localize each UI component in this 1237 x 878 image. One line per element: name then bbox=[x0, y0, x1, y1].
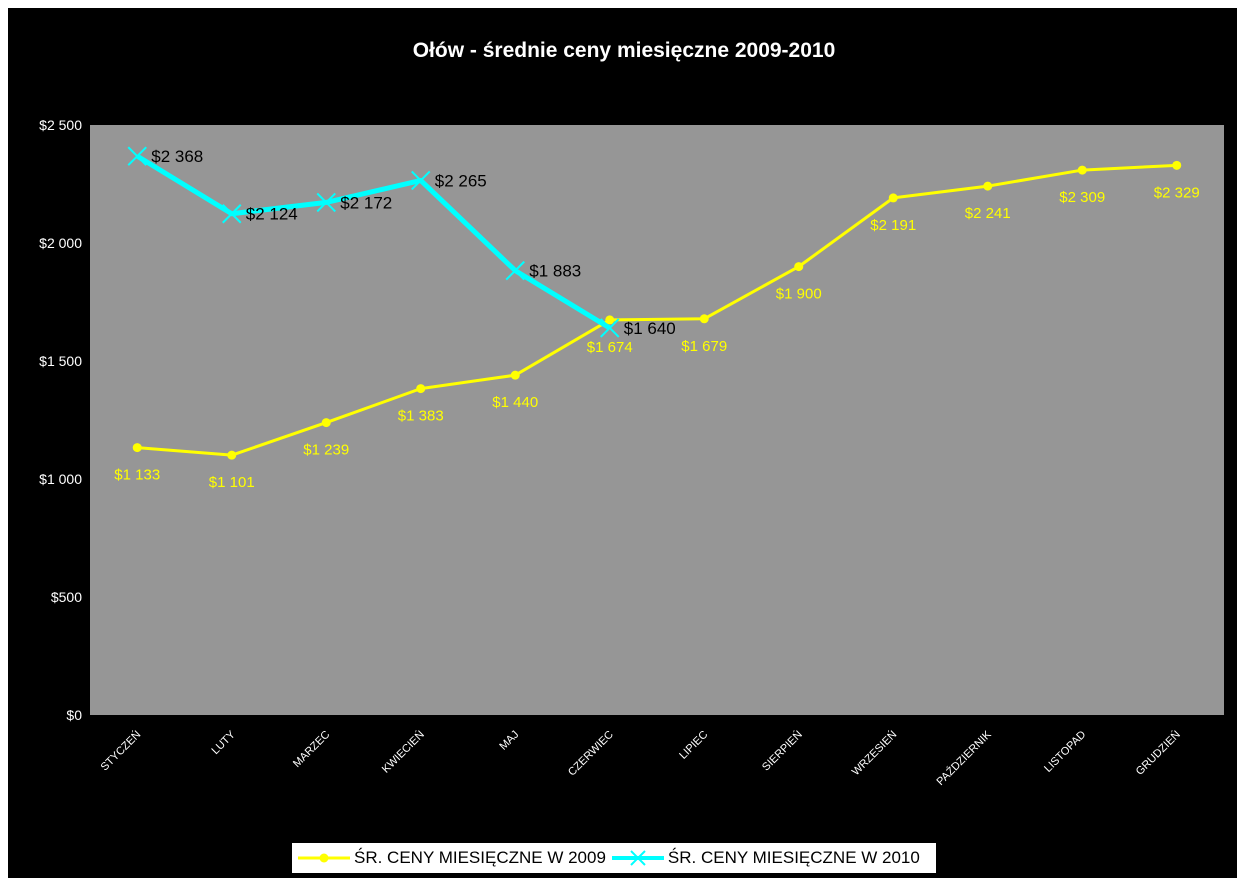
data-label-2009: $1 900 bbox=[776, 286, 822, 303]
x-tick-label: LUTY bbox=[209, 728, 238, 757]
x-tick-label: LISTOPAD bbox=[1042, 729, 1088, 775]
data-label-2010: $1 883 bbox=[529, 262, 581, 281]
data-label-2009: $1 679 bbox=[681, 338, 727, 355]
data-label-2009: $2 329 bbox=[1154, 184, 1200, 201]
data-label-2010: $1 640 bbox=[624, 319, 676, 338]
data-label-2009: $1 239 bbox=[303, 442, 349, 459]
data-point-2009 bbox=[227, 451, 236, 460]
y-tick-label: $2 500 bbox=[39, 117, 82, 133]
data-point-2009 bbox=[1172, 161, 1181, 170]
data-point-2009 bbox=[322, 418, 331, 427]
data-label-2009: $1 440 bbox=[492, 394, 538, 411]
y-tick-label: $0 bbox=[66, 707, 82, 723]
data-label-2009: $1 133 bbox=[114, 467, 160, 484]
data-label-2010: $2 368 bbox=[151, 147, 203, 166]
x-tick-label: LIPIEC bbox=[677, 729, 710, 762]
data-label-2009: $2 309 bbox=[1059, 189, 1105, 206]
legend-swatch-2009 bbox=[298, 848, 350, 868]
y-tick-label: $500 bbox=[51, 589, 82, 605]
y-axis: $0 $500 $1 000 $1 500 $2 000 $2 500 bbox=[39, 117, 82, 723]
data-point-2009 bbox=[133, 443, 142, 452]
x-tick-label: KWIECIEŃ bbox=[379, 728, 427, 776]
x-tick-label: MARZEC bbox=[291, 729, 332, 770]
data-label-2010: $2 172 bbox=[340, 193, 392, 212]
data-point-2009 bbox=[794, 262, 803, 271]
chart-title: Ołów - średnie ceny miesięczne 2009-2010 bbox=[413, 39, 836, 62]
data-label-2010: $2 124 bbox=[246, 205, 298, 224]
data-point-2009 bbox=[700, 314, 709, 323]
y-tick-label: $1 500 bbox=[39, 353, 82, 369]
x-tick-label: STYCZEŃ bbox=[98, 728, 144, 774]
x-tick-label: MAJ bbox=[497, 729, 521, 753]
legend: ŚR. CENY MIESIĘCZNE W 2009 ŚR. CENY MIES… bbox=[292, 843, 936, 873]
data-label-2010: $2 265 bbox=[435, 171, 487, 190]
x-tick-label: SIERPIEŃ bbox=[759, 728, 805, 774]
data-label-2009: $1 383 bbox=[398, 408, 444, 425]
x-tick-label: PAŹDZIERNIK bbox=[934, 727, 995, 788]
y-tick-label: $1 000 bbox=[39, 471, 82, 487]
data-point-2009 bbox=[511, 371, 520, 380]
x-tick-label: CZERWIEC bbox=[566, 729, 616, 779]
legend-item-2010: ŚR. CENY MIESIĘCZNE W 2010 bbox=[612, 848, 920, 868]
data-point-2009 bbox=[1078, 166, 1087, 175]
legend-label-2010: ŚR. CENY MIESIĘCZNE W 2010 bbox=[668, 848, 920, 868]
data-label-2009: $1 674 bbox=[587, 339, 633, 356]
legend-item-2009: ŚR. CENY MIESIĘCZNE W 2009 bbox=[298, 848, 606, 868]
data-point-2009 bbox=[889, 193, 898, 202]
data-point-2009 bbox=[416, 384, 425, 393]
x-axis: STYCZEŃ LUTY MARZEC KWIECIEŃ MAJ CZERWIEC LIPI… bbox=[98, 727, 1183, 788]
legend-swatch-2010 bbox=[612, 848, 664, 868]
data-point-2009 bbox=[605, 315, 614, 324]
data-label-2009: $1 101 bbox=[209, 474, 255, 491]
data-label-2009: $2 241 bbox=[965, 205, 1011, 222]
y-tick-label: $2 000 bbox=[39, 235, 82, 251]
data-point-2009 bbox=[983, 182, 992, 191]
data-label-2009: $2 191 bbox=[870, 217, 916, 234]
x-tick-label: WRZESIEŃ bbox=[849, 728, 899, 778]
x-tick-label: GRUDZIEŃ bbox=[1133, 728, 1183, 778]
legend-label-2009: ŚR. CENY MIESIĘCZNE W 2009 bbox=[354, 848, 606, 868]
